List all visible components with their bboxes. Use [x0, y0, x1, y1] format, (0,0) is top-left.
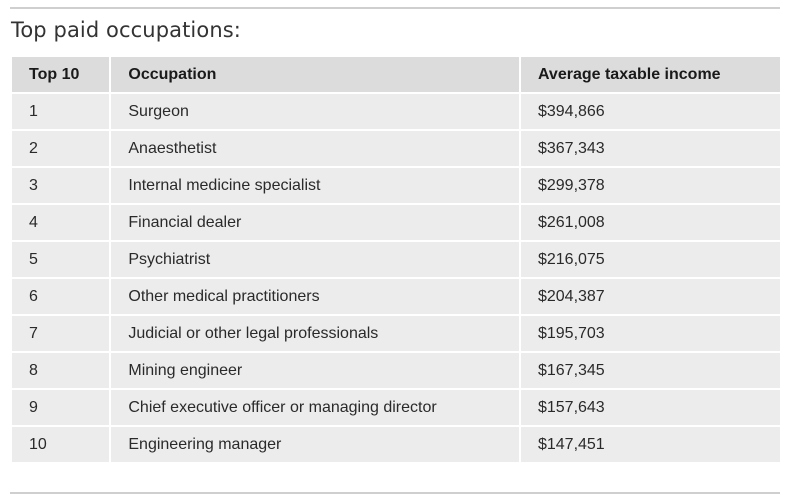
- table-header: Top 10 Occupation Average taxable income: [12, 57, 780, 94]
- occupation-cell: Chief executive officer or managing dire…: [111, 390, 521, 427]
- column-header-rank: Top 10: [12, 57, 112, 94]
- occupation-cell: Judicial or other legal professionals: [111, 316, 521, 353]
- top-divider: [10, 7, 780, 9]
- table-row: 10 Engineering manager $147,451: [12, 427, 780, 464]
- occupation-cell: Psychiatrist: [111, 242, 521, 279]
- income-cell: $367,343: [520, 131, 780, 168]
- table-row: 3 Internal medicine specialist $299,378: [12, 168, 780, 205]
- occupation-cell: Other medical practitioners: [111, 279, 521, 316]
- occupation-cell: Internal medicine specialist: [111, 168, 521, 205]
- table-row: 8 Mining engineer $167,345: [12, 353, 780, 390]
- income-cell: $216,075: [520, 242, 780, 279]
- rank-cell: 8: [12, 353, 112, 390]
- rank-cell: 2: [12, 131, 112, 168]
- table-row: 1 Surgeon $394,866: [12, 94, 780, 131]
- column-header-occupation: Occupation: [111, 57, 521, 94]
- occupation-cell: Surgeon: [111, 94, 521, 131]
- table-row: 5 Psychiatrist $216,075: [12, 242, 780, 279]
- rank-cell: 6: [12, 279, 112, 316]
- income-cell: $261,008: [520, 205, 780, 242]
- income-cell: $195,703: [520, 316, 780, 353]
- occupation-cell: Financial dealer: [111, 205, 521, 242]
- occupations-table: Top 10 Occupation Average taxable income…: [12, 57, 780, 464]
- rank-cell: 1: [12, 94, 112, 131]
- rank-cell: 3: [12, 168, 112, 205]
- income-cell: $147,451: [520, 427, 780, 464]
- table-body: 1 Surgeon $394,866 2 Anaesthetist $367,3…: [12, 94, 780, 464]
- income-cell: $299,378: [520, 168, 780, 205]
- income-cell: $204,387: [520, 279, 780, 316]
- occupation-cell: Mining engineer: [111, 353, 521, 390]
- table-row: 7 Judicial or other legal professionals …: [12, 316, 780, 353]
- table-row: 2 Anaesthetist $367,343: [12, 131, 780, 168]
- table-header-row: Top 10 Occupation Average taxable income: [12, 57, 780, 94]
- column-header-income: Average taxable income: [520, 57, 780, 94]
- rank-cell: 5: [12, 242, 112, 279]
- table-row: 9 Chief executive officer or managing di…: [12, 390, 780, 427]
- table-row: 6 Other medical practitioners $204,387: [12, 279, 780, 316]
- occupation-cell: Engineering manager: [111, 427, 521, 464]
- income-cell: $167,345: [520, 353, 780, 390]
- rank-cell: 9: [12, 390, 112, 427]
- rank-cell: 7: [12, 316, 112, 353]
- bottom-divider: [10, 492, 780, 494]
- rank-cell: 10: [12, 427, 112, 464]
- income-cell: $394,866: [520, 94, 780, 131]
- page-title: Top paid occupations:: [11, 18, 241, 42]
- rank-cell: 4: [12, 205, 112, 242]
- table-row: 4 Financial dealer $261,008: [12, 205, 780, 242]
- income-cell: $157,643: [520, 390, 780, 427]
- occupation-cell: Anaesthetist: [111, 131, 521, 168]
